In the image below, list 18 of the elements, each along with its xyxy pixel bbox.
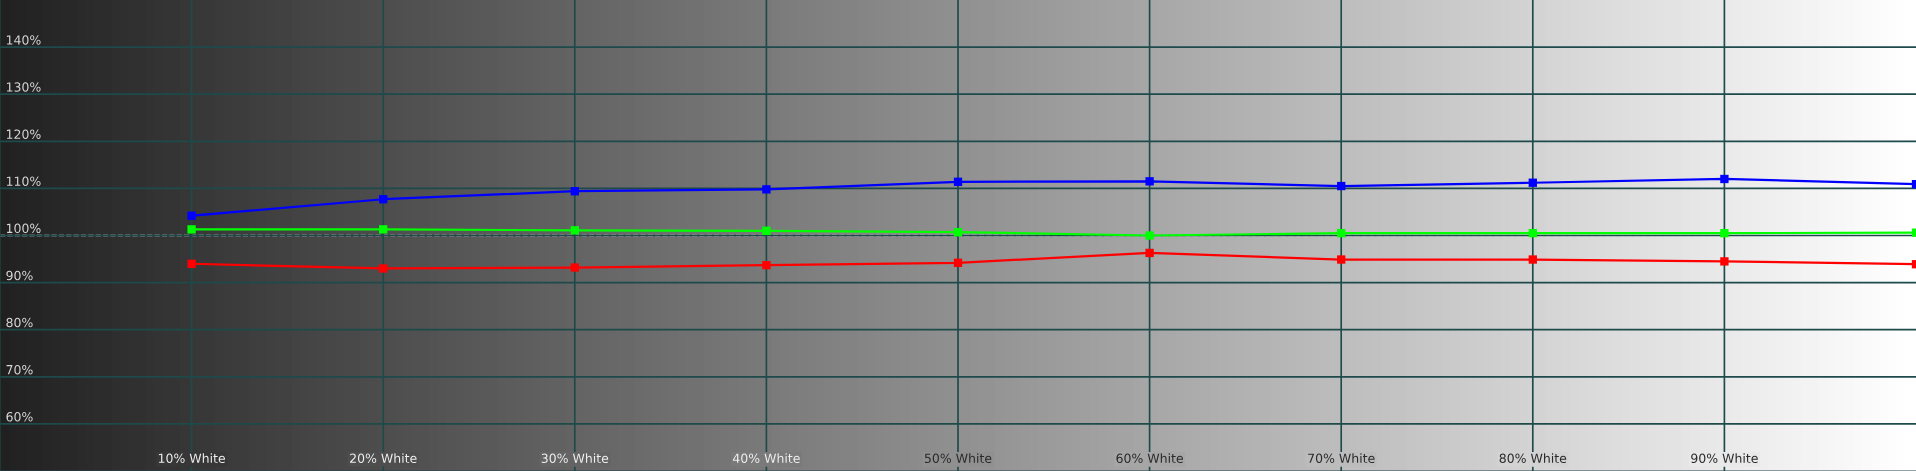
x-tick-label: 80% White	[1499, 453, 1567, 464]
x-tick-label: 20% White	[350, 453, 417, 464]
x-tick-label: 40% White	[732, 453, 800, 464]
x-tick-label: 70% White	[1308, 453, 1375, 464]
y-tick-label: 90%	[6, 270, 33, 281]
x-tick-label: 60% White	[1116, 453, 1183, 464]
y-tick-label: 70%	[6, 364, 33, 375]
y-tick-label: 130%	[6, 82, 41, 92]
y-tick-label: 80%	[6, 317, 33, 328]
x-tick-label: 50% White	[924, 453, 992, 464]
x-tick-label: 10% White	[158, 453, 225, 464]
y-tick-label: 60%	[6, 412, 33, 422]
x-tick-label: 30% White	[541, 453, 609, 464]
y-tick-label: 140%	[6, 35, 41, 45]
y-tick-label: 120%	[6, 129, 41, 139]
y-tick-label: 110%	[6, 176, 41, 186]
y-tick-label: 100%	[6, 223, 41, 234]
x-tick-label: 90% White	[1691, 453, 1758, 464]
